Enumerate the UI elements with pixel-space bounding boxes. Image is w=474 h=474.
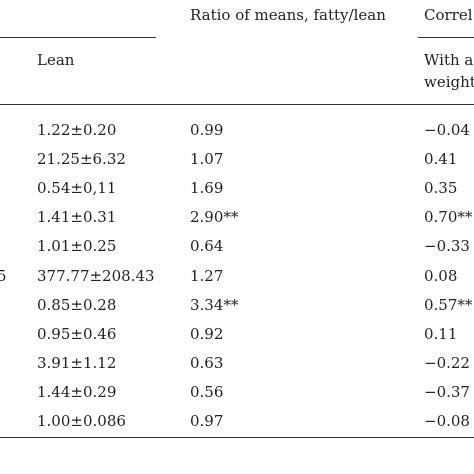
bottom-rule (0, 437, 474, 438)
cell-ratio: 0.63 (190, 354, 224, 372)
subheader-with-line2: weight (424, 73, 474, 91)
cell-correlation: 0.11 (424, 325, 458, 343)
cell-ratio: 1.27 (190, 267, 224, 285)
header-ratio: Ratio of means, fatty/lean (190, 6, 386, 24)
subheader-lean: Lean (37, 51, 75, 69)
cell-lean: 0.54±0,11 (37, 179, 117, 197)
header-rule-right (418, 37, 474, 38)
cell-lean: 21.25±6.32 (37, 150, 126, 168)
cell-ratio: 0.97 (190, 412, 224, 430)
cell-lean: 0.85±0.28 (37, 296, 117, 314)
cell-correlation: 0.57** (424, 296, 473, 314)
cell-lean: 1.41±0.31 (37, 208, 117, 226)
cell-lean: 1.44±0.29 (37, 383, 117, 401)
cell-correlation: −0.04 (424, 121, 470, 139)
cell-ratio: 0.56 (190, 383, 224, 401)
cell-ratio: 0.64 (190, 237, 224, 255)
cell-correlation: −0.22 (424, 354, 470, 372)
cell-correlation: −0.33 (424, 237, 470, 255)
cell-stub: 5 (0, 267, 7, 285)
header-correlation: Correl (424, 6, 473, 24)
cell-lean: 1.01±0.25 (37, 237, 117, 255)
cell-correlation: 0.08 (424, 267, 458, 285)
subheader-rule (0, 104, 474, 105)
cell-correlation: −0.37 (424, 383, 470, 401)
cell-lean: 0.95±0.46 (37, 325, 117, 343)
cell-ratio: 1.69 (190, 179, 224, 197)
cell-lean: 1.00±0.086 (37, 412, 126, 430)
cell-lean: 377.77±208.43 (37, 267, 155, 285)
cell-lean: 1.22±0.20 (37, 121, 117, 139)
cell-lean: 3.91±1.12 (37, 354, 117, 372)
subheader-with-line1: With a (424, 51, 474, 69)
cell-ratio: 0.99 (190, 121, 224, 139)
cell-correlation: 0.70** (424, 208, 473, 226)
cell-ratio: 0.92 (190, 325, 224, 343)
cell-ratio: 2.90** (190, 208, 239, 226)
cell-ratio: 3.34** (190, 296, 239, 314)
cell-correlation: 0.41 (424, 150, 458, 168)
cell-ratio: 1.07 (190, 150, 224, 168)
cell-correlation: 0.35 (424, 179, 458, 197)
cell-correlation: −0.08 (424, 412, 470, 430)
header-rule-left (0, 37, 156, 38)
